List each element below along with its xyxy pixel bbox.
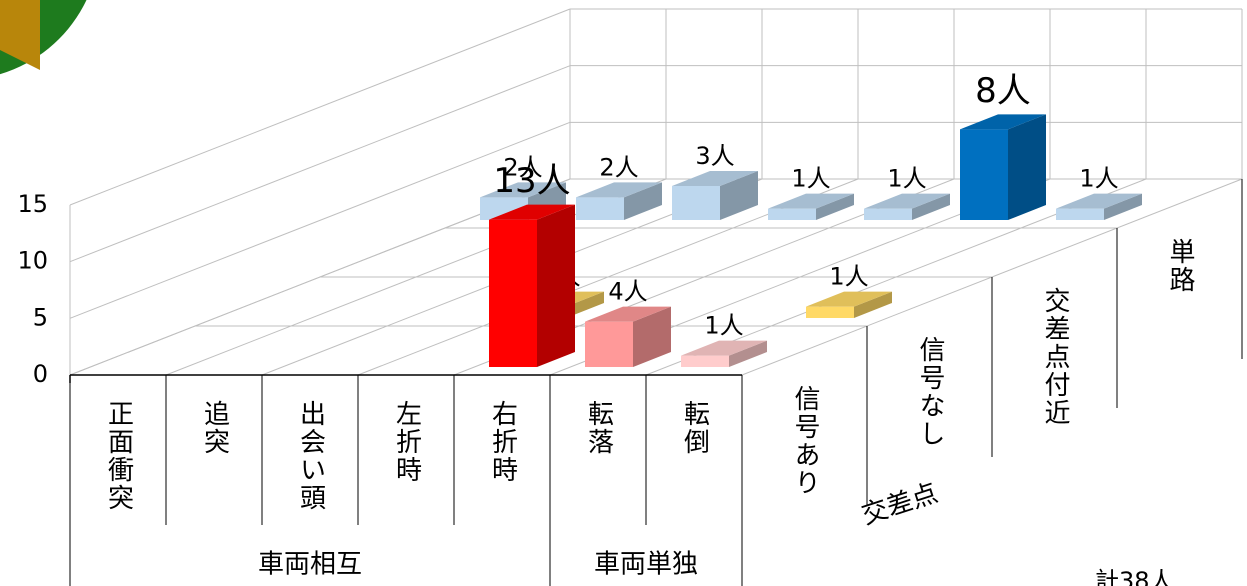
bar-top (681, 340, 767, 356)
grid-line (69, 8, 571, 206)
bar-side (912, 193, 950, 220)
x-tick-label: 転倒 (680, 400, 710, 456)
group-label: 車両単独 (594, 550, 698, 580)
y-tick-label: 5 (33, 303, 48, 331)
bar-top (480, 182, 566, 198)
total-label: 計38人 (1095, 567, 1174, 586)
bar (768, 193, 854, 220)
bar (864, 193, 950, 220)
bar (960, 114, 1046, 220)
bar-front (806, 306, 854, 318)
y-tick-label: 0 (33, 360, 48, 388)
data-label: 1人 (1079, 165, 1118, 193)
bar (585, 306, 671, 367)
data-label: 2人 (503, 153, 542, 181)
bar-front (672, 186, 720, 220)
y-tick-label: 10 (17, 247, 48, 275)
bar-top (806, 291, 892, 307)
bar-top (864, 193, 950, 209)
bar-top (585, 306, 671, 322)
bar (1056, 193, 1142, 220)
bar-front (681, 355, 729, 367)
depth-label: 単路 (1165, 238, 1195, 294)
bar-front (576, 197, 624, 220)
grid-line (69, 65, 571, 263)
bar-front (585, 321, 633, 367)
depth-label: 信号あり (790, 385, 820, 497)
data-label: 13人 (493, 161, 570, 201)
x-tick-label: 転落 (584, 400, 614, 456)
data-label: 1人 (791, 165, 830, 193)
data-label: 8人 (975, 71, 1031, 111)
bar-side (1008, 114, 1046, 220)
data-label: 4人 (608, 278, 647, 306)
bar-top (1056, 193, 1142, 209)
bar-side (816, 193, 854, 220)
bar-side (729, 340, 767, 367)
bar-side (566, 291, 604, 318)
bar-front (768, 208, 816, 220)
bar-top (489, 204, 575, 220)
data-label: 3人 (695, 142, 734, 170)
x-tick-label: 正面衝突 (104, 400, 134, 512)
bar-side (624, 182, 662, 220)
group-label: 車両相互 (258, 550, 362, 580)
bar-side (537, 204, 575, 367)
data-label: 1人 (829, 263, 868, 291)
x-tick-label: 右折時 (488, 400, 518, 484)
bar-top (576, 182, 662, 198)
depth-group-label: 交差点 (858, 478, 941, 531)
bar-front (960, 129, 1008, 220)
depth-label: 信号なし (915, 336, 945, 448)
x-tick-label: 出会い頭 (296, 400, 326, 512)
bar (806, 291, 892, 318)
bar (672, 171, 758, 220)
x-tick-label: 左折時 (392, 400, 422, 484)
bar (576, 182, 662, 220)
y-tick-label: 15 (17, 190, 48, 218)
x-tick-label: 追突 (200, 400, 230, 456)
data-label: 1人 (887, 165, 926, 193)
grid-line (69, 121, 571, 319)
bar-top (768, 193, 854, 209)
bar-side (633, 306, 671, 367)
bar-front (1056, 208, 1104, 220)
bar (681, 340, 767, 367)
bar-side (1104, 193, 1142, 220)
depth-label: 交差点付近 (1040, 287, 1070, 427)
bar-side (854, 291, 892, 318)
data-label: 2人 (599, 153, 638, 181)
bar-front (489, 219, 537, 367)
bar-top (672, 171, 758, 186)
bar-side (720, 171, 758, 220)
bar-top (960, 114, 1046, 130)
bar-front (864, 208, 912, 220)
bar (489, 204, 575, 367)
decoration (0, 0, 40, 70)
data-label: 1人 (704, 312, 743, 340)
